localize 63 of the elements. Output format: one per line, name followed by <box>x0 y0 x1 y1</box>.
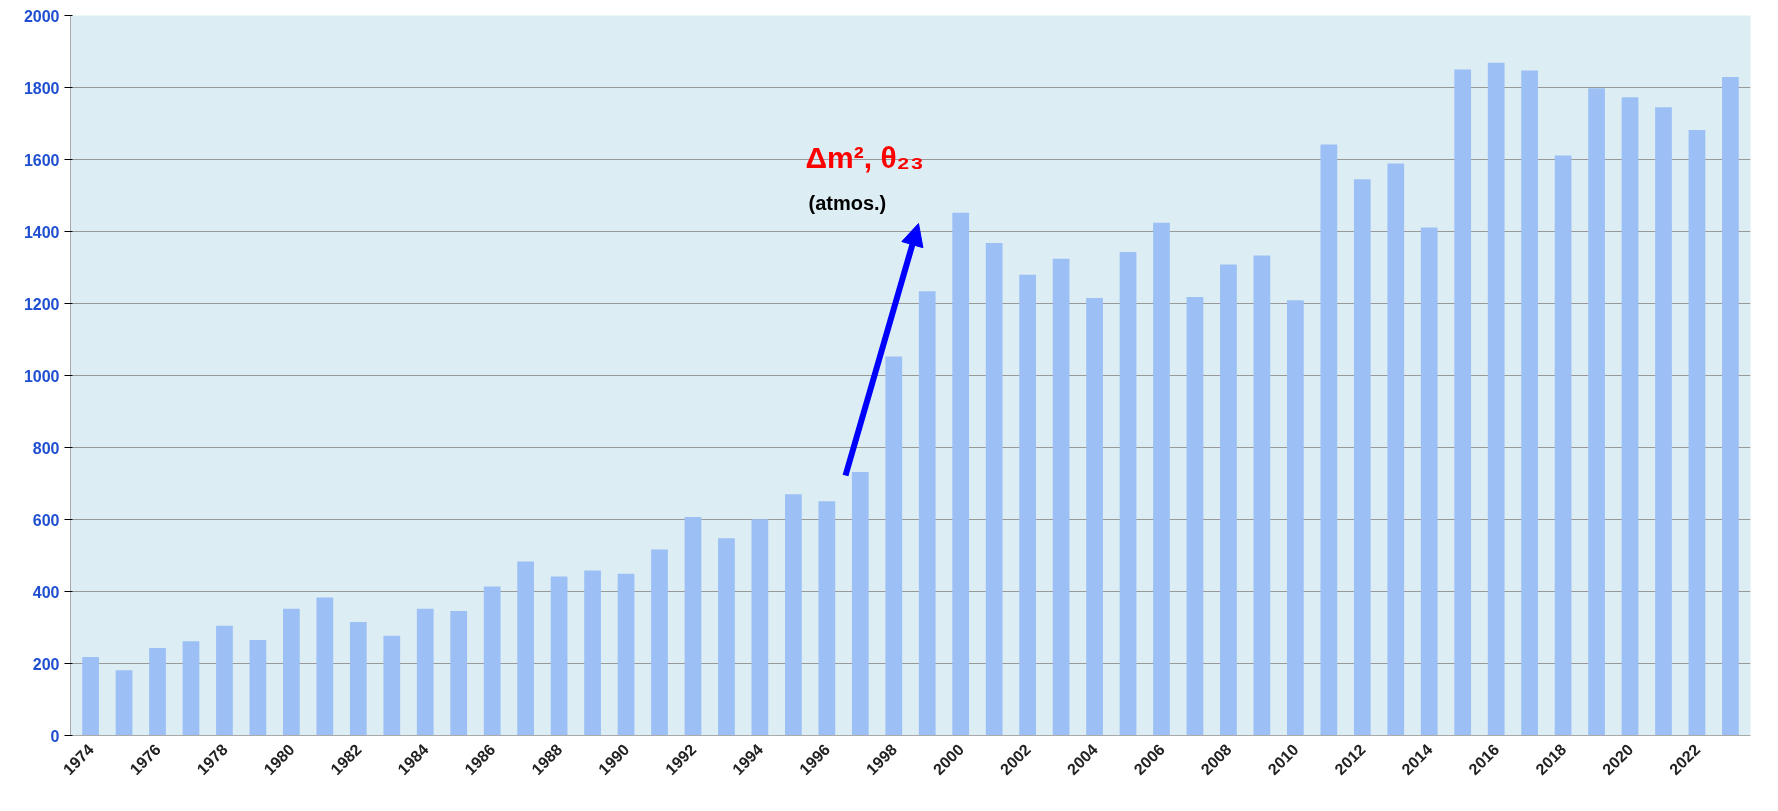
bar <box>1253 255 1271 736</box>
bar <box>1487 62 1505 736</box>
bar <box>1320 144 1338 736</box>
y-tick-label: 0 <box>50 727 60 745</box>
bar <box>316 597 334 736</box>
bar <box>1186 297 1204 736</box>
bar <box>651 549 668 736</box>
y-tick-label: 1000 <box>23 367 60 385</box>
bar <box>1019 274 1036 736</box>
bar <box>550 576 568 736</box>
y-tick-label: 1400 <box>23 223 60 241</box>
bar <box>718 538 735 736</box>
bar <box>1621 97 1639 736</box>
bar <box>1353 179 1371 736</box>
bar <box>617 573 635 736</box>
bar <box>349 622 367 736</box>
bar <box>1286 300 1304 736</box>
bar <box>952 212 970 736</box>
bar <box>115 670 133 736</box>
y-tick-label: 2000 <box>23 7 60 25</box>
annotation: (atmos.) <box>808 191 887 214</box>
bar <box>216 625 233 736</box>
bar <box>1052 258 1070 736</box>
bar <box>249 640 267 736</box>
bar <box>684 516 702 736</box>
bar <box>785 494 802 736</box>
bar <box>82 657 99 736</box>
bar <box>818 501 836 736</box>
bar <box>1153 222 1170 736</box>
bar <box>1220 264 1237 736</box>
bar <box>1086 298 1103 736</box>
bar <box>1688 129 1706 736</box>
bar <box>1554 155 1572 736</box>
bar <box>584 570 601 736</box>
bar <box>985 243 1003 736</box>
bar <box>885 356 903 736</box>
bar <box>1722 77 1739 736</box>
bar <box>1387 163 1405 736</box>
y-tick-label: 1800 <box>23 79 60 97</box>
bar <box>416 608 434 736</box>
bar <box>851 471 869 736</box>
annotation: Δm², θ₂₃ <box>805 140 924 174</box>
y-tick-label: 1200 <box>23 295 60 313</box>
y-tick-label: 800 <box>32 439 60 457</box>
bar <box>1454 69 1472 736</box>
y-tick-label: 600 <box>32 511 60 529</box>
bar <box>182 641 200 736</box>
bar <box>1655 107 1672 736</box>
bar <box>1588 88 1605 736</box>
bar <box>383 635 401 736</box>
bar <box>918 291 936 736</box>
bar <box>1119 252 1137 736</box>
y-tick-label: 400 <box>32 583 60 601</box>
bar <box>1521 70 1538 736</box>
bar <box>149 648 166 736</box>
bar <box>283 608 300 736</box>
bar <box>450 610 468 736</box>
bar <box>751 519 769 736</box>
y-tick-label: 1600 <box>23 151 60 169</box>
y-tick-label: 200 <box>32 655 60 673</box>
bar <box>517 561 535 736</box>
bar <box>483 586 501 736</box>
bar <box>1420 227 1438 736</box>
